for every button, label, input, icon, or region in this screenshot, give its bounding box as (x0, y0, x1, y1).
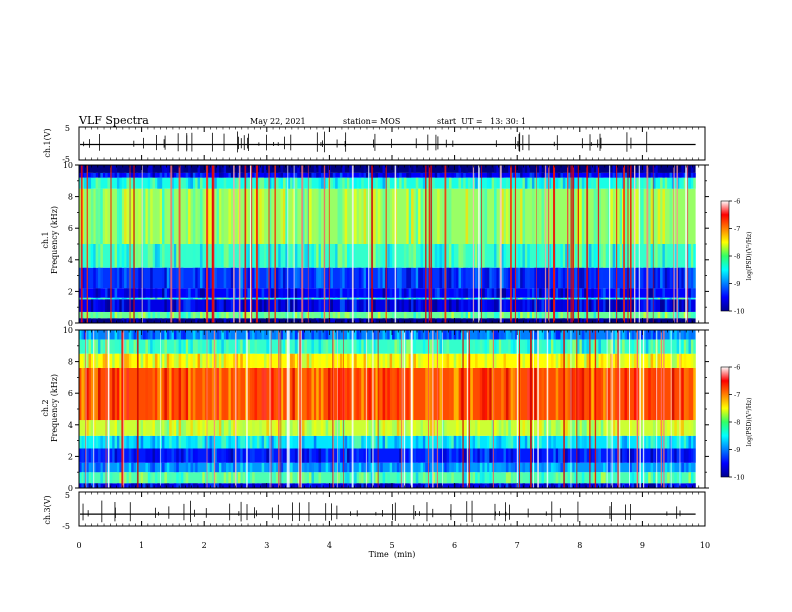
ch2-colorbar-tick: -6 (734, 364, 740, 372)
ch1-spec-ytick-label: 2 (68, 287, 73, 296)
x-tick-label: 1 (139, 541, 144, 550)
x-tick-label: 6 (452, 541, 457, 550)
ch2-spec-ytick-label: 4 (68, 421, 73, 430)
x-tick-label: 2 (202, 541, 207, 550)
ch2-spectrogram-panel: 0 2 4 6 8 10 ch.2 Frequency (kHz) (41, 326, 709, 493)
ch1-ytick-top: 5 (65, 124, 70, 133)
station-label: station= MOS (343, 117, 400, 126)
ch1-waveform-panel: 5 -5 ch.1(V) (43, 124, 706, 164)
x-tick-label: 4 (327, 541, 332, 550)
ch3-ytick-bottom: -5 (62, 522, 70, 531)
ch2-spectrogram-ylabel-channel: ch.2 (41, 399, 50, 416)
ch1-ytick-bottom: -5 (62, 155, 70, 164)
ch2-spec-band (79, 462, 696, 473)
ch1-ylabel-text: ch.1 (41, 231, 50, 248)
x-axis-label: Time (min) (369, 550, 416, 559)
ch2-colorbar: -6 -7 -8 -9 -10 log(PSD)(V²/Hz) (720, 364, 753, 482)
ch1-colorbar: -6 -7 -8 -9 -10 log(PSD)(V²/Hz) (720, 198, 753, 316)
x-tick-label: 3 (264, 541, 269, 550)
ch2-colorbar-label: log(PSD)(V²/Hz) (746, 398, 753, 447)
ch2-spec-ytick-label: 10 (63, 326, 73, 335)
x-tick-label: 8 (577, 541, 582, 550)
ch3-waveform-panel: 5 -5 ch.3(V) 0 1 2 3 4 5 6 7 8 9 10 Time (min) (43, 491, 710, 559)
ch3-ytick-top: 5 (65, 491, 70, 500)
ch2-colorbar-tick: -8 (734, 419, 740, 427)
ch1-waveform-ylabel: ch.1(V) (43, 128, 52, 157)
ch1-spectrogram-panel: 0 2 4 6 8 10 ch.1 Frequency (kHz) (41, 161, 709, 328)
x-tick-label: 9 (640, 541, 645, 550)
ch1-spec-ytick-label: 6 (68, 224, 73, 233)
ch1-colorbar-tick: -9 (734, 280, 740, 288)
ch2-spec-ytick-label: 2 (68, 452, 73, 461)
ch1-spec-ytick-label: 8 (68, 193, 73, 202)
ch1-colorbar-tick: -7 (734, 225, 740, 233)
ch3-waveform-ylabel: ch.3(V) (43, 495, 52, 524)
x-tick-label: 10 (700, 541, 710, 550)
ch1-colorbar-label: log(PSD)(V²/Hz) (746, 232, 753, 281)
ch1-spec-ytick-label: 4 (68, 256, 73, 265)
ch1-colorbar-tick: -6 (734, 198, 740, 206)
ch2-spec-ytick-label: 6 (68, 389, 73, 398)
ch1-spec-ytick-label: 10 (63, 161, 73, 170)
x-tick-label: 0 (76, 541, 81, 550)
ch2-spec-ytick-label: 8 (68, 358, 73, 367)
ch1-colorbar-tick: -8 (734, 253, 740, 261)
x-tick-label: 7 (515, 541, 520, 550)
ch2-spec-ytick-label: 0 (68, 484, 73, 493)
ch1-spectrogram-ylabel-channel: ch.1 (41, 231, 50, 248)
start-time-label: start UT = 13: 30: 1 (437, 117, 526, 126)
date-label: May 22, 2021 (250, 117, 306, 126)
ch2-spectrogram-ylabel: Frequency (kHz) (50, 374, 59, 442)
ch1-spec-ytick-label: 0 (68, 319, 73, 328)
x-tick-label: 5 (389, 541, 394, 550)
ch2-colorbar-tick: -7 (734, 391, 740, 399)
ch2-colorbar-tick: -10 (734, 474, 744, 482)
ch1-colorbar-tick: -10 (734, 308, 744, 316)
ch1-spectrogram-ylabel: Frequency (kHz) (50, 206, 59, 274)
figure-title: VLF Spectra (78, 114, 149, 127)
ch2-colorbar-tick: -9 (734, 446, 740, 454)
